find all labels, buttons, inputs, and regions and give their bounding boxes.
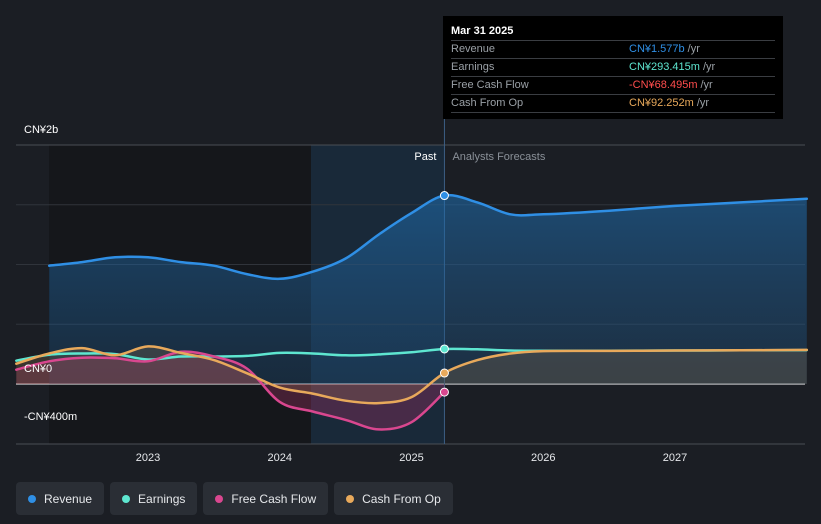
earnings-point bbox=[439, 344, 449, 354]
y-tick-label: CN¥0 bbox=[24, 363, 52, 375]
tooltip-unit: /yr bbox=[687, 43, 700, 55]
free-cash-flow-point bbox=[439, 387, 449, 397]
legend-item-cash-from-op[interactable]: Cash From Op bbox=[334, 482, 453, 515]
past-label: Past bbox=[414, 151, 436, 163]
tooltip-date: Mar 31 2025 bbox=[451, 22, 775, 41]
legend-dot-icon bbox=[346, 494, 355, 503]
legend-label: Free Cash Flow bbox=[231, 491, 317, 506]
tooltip-value: CN¥293.415m bbox=[629, 61, 700, 73]
x-tick-label: 2024 bbox=[268, 452, 292, 464]
tooltip-label: Earnings bbox=[451, 61, 495, 73]
revenue-line bbox=[47, 193, 809, 281]
tooltip-unit: /yr bbox=[700, 79, 713, 91]
tooltip-value: -CN¥68.495m bbox=[629, 79, 698, 91]
legend-label: Earnings bbox=[138, 491, 186, 506]
tooltip-label: Cash From Op bbox=[451, 97, 524, 109]
x-tick-label: 2023 bbox=[136, 452, 160, 464]
legend-item-revenue[interactable]: Revenue bbox=[16, 482, 105, 515]
tooltip-unit: /yr bbox=[702, 61, 716, 73]
cash-from-op-line bbox=[15, 345, 809, 405]
y-tick-label: CN¥2b bbox=[24, 124, 58, 136]
tooltip-label: Free Cash Flow bbox=[451, 79, 529, 91]
legend-item-free-cash-flow[interactable]: Free Cash Flow bbox=[203, 482, 329, 515]
free-cash-flow-line bbox=[15, 350, 446, 431]
legend-dot-icon bbox=[215, 494, 224, 503]
tooltip-row-cash-from-op: Cash From Op CN¥92.252m/yr bbox=[451, 95, 775, 113]
legend-dot-icon bbox=[122, 494, 131, 503]
legend-dot-icon bbox=[28, 494, 36, 503]
tooltip-unit: /yr bbox=[696, 97, 710, 109]
legend: Revenue Earnings Free Cash Flow Cash Fro… bbox=[16, 482, 453, 515]
x-tick-label: 2027 bbox=[663, 452, 687, 464]
tooltip-value: CN¥1.577b bbox=[629, 43, 685, 55]
free-cash-flow-area bbox=[16, 351, 445, 430]
legend-label: Revenue bbox=[44, 491, 93, 506]
tooltip-value: CN¥92.252m bbox=[629, 97, 694, 109]
y-tick-label: -CN¥400m bbox=[24, 411, 77, 423]
legend-label: Cash From Op bbox=[362, 491, 441, 506]
cash-from-op-point bbox=[439, 368, 449, 378]
forecast-label: Analysts Forecasts bbox=[452, 151, 545, 163]
revenue-area bbox=[49, 195, 807, 384]
revenue-point bbox=[439, 191, 449, 201]
x-tick-label: 2025 bbox=[399, 452, 423, 464]
tooltip-label: Revenue bbox=[451, 43, 496, 55]
tooltip-panel: Mar 31 2025 Revenue CN¥1.577b/yr Earning… bbox=[443, 16, 783, 119]
x-tick-label: 2026 bbox=[531, 452, 555, 464]
tooltip-row-revenue: Revenue CN¥1.577b/yr bbox=[451, 41, 775, 59]
legend-item-earnings[interactable]: Earnings bbox=[110, 482, 198, 515]
tooltip-row-free-cash-flow: Free Cash Flow -CN¥68.495m/yr bbox=[451, 77, 775, 95]
tooltip-row-earnings: Earnings CN¥293.415m/yr bbox=[451, 59, 775, 77]
